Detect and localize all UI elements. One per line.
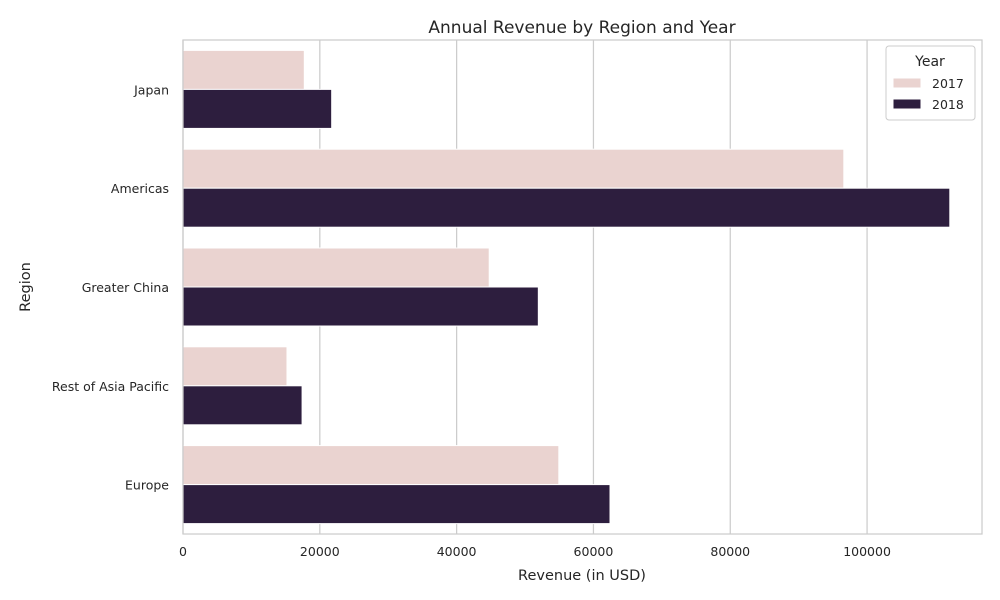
bars <box>182 49 951 525</box>
bar-rest-of-asia-pacific-2018 <box>182 385 303 426</box>
y-axis-ticks: Japan Americas Greater China Rest of Asia P… <box>52 82 169 492</box>
x-tick-label: 80000 <box>710 544 750 559</box>
x-tick-label: 20000 <box>300 544 340 559</box>
bar-greater-china-2017 <box>182 247 490 288</box>
bar-europe-2017 <box>182 445 560 486</box>
legend-swatch-2018 <box>892 98 922 110</box>
y-axis-label: Region <box>18 262 34 312</box>
bar-americas-2017 <box>182 148 845 189</box>
bar-japan-2017 <box>182 49 305 90</box>
x-axis-label: Revenue (in USD) <box>518 568 646 584</box>
x-tick-label: 60000 <box>574 544 614 559</box>
plot-frame <box>182 39 983 535</box>
x-tick-label: 40000 <box>437 544 477 559</box>
y-tick-label: Japan <box>133 82 169 97</box>
y-tick-label: Europe <box>125 478 169 493</box>
legend-label-2018: 2018 <box>932 97 964 112</box>
x-tick-label: 0 <box>179 544 187 559</box>
y-tick-label: Greater China <box>82 280 169 295</box>
bar-greater-china-2018 <box>182 286 539 327</box>
bar-japan-2018 <box>182 88 333 129</box>
y-tick-label: Americas <box>111 181 169 196</box>
bar-rest-of-asia-pacific-2017 <box>182 346 288 387</box>
legend-title: Year <box>914 54 945 70</box>
y-tick-label: Rest of Asia Pacific <box>52 379 169 394</box>
x-tick-label: 100000 <box>843 544 891 559</box>
legend: Year 2017 2018 <box>885 45 976 121</box>
chart-title: Annual Revenue by Region and Year <box>428 18 735 38</box>
bar-europe-2018 <box>182 484 611 525</box>
bar-americas-2018 <box>182 187 951 228</box>
legend-items: 2017 2018 <box>892 76 964 112</box>
x-axis-ticks: 0 20000 40000 60000 80000 100000 <box>179 544 891 559</box>
legend-swatch-2017 <box>892 77 922 89</box>
legend-label-2017: 2017 <box>932 76 964 91</box>
